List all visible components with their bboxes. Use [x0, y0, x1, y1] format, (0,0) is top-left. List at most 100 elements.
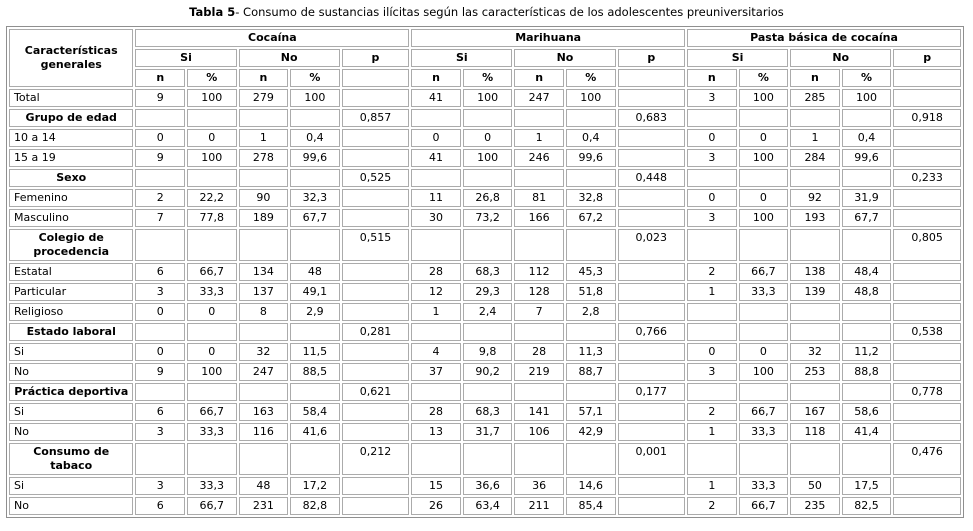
value-cell: 189 [238, 209, 289, 227]
value-cell [187, 109, 237, 127]
value-cell: 14,6 [565, 477, 616, 495]
p-value-cell: 0,538 [893, 323, 961, 341]
value-cell: 279 [238, 89, 289, 107]
header-row-npct: n% n% n% n% n% n% [9, 69, 961, 87]
value-cell [790, 109, 840, 127]
value-cell: 278 [238, 149, 289, 167]
value-cell [687, 169, 737, 187]
value-cell: 0 [738, 189, 789, 207]
p-value-cell: 0,918 [893, 109, 961, 127]
value-cell: 48 [290, 263, 340, 281]
value-cell [565, 443, 616, 475]
p-value-cell: 0,857 [341, 109, 410, 127]
value-cell: 57,1 [565, 403, 616, 421]
value-cell [790, 443, 840, 475]
value-cell: 33,3 [738, 477, 789, 495]
value-cell [514, 443, 564, 475]
value-cell: 100 [187, 363, 237, 381]
p-value-cell: 0,177 [617, 383, 686, 401]
value-cell [411, 443, 461, 475]
value-cell: 90,2 [462, 363, 513, 381]
p-value-cell: 0,476 [893, 443, 961, 475]
value-cell: 0 [187, 343, 237, 361]
value-cell: 1 [687, 477, 737, 495]
value-cell: 3 [687, 209, 737, 227]
value-cell [790, 323, 840, 341]
table-row: Grupo de edad 0,857 0,683 0,918 [9, 109, 961, 127]
row-label: No [9, 363, 134, 381]
value-cell: 41 [411, 149, 461, 167]
p-value-cell [893, 283, 961, 301]
value-cell: 66,7 [738, 263, 789, 281]
table-head: Características generales Cocaína Marihuan… [9, 29, 961, 87]
value-cell: 67,7 [841, 209, 892, 227]
row-label: Si [9, 343, 134, 361]
value-cell [290, 229, 340, 261]
value-cell: 82,8 [290, 497, 340, 515]
p-spacer-cell [893, 69, 961, 87]
table-row: Consumo de tabaco 0,212 0,001 0,476 [9, 443, 961, 475]
n-header: n [687, 69, 737, 87]
p-value-cell [893, 189, 961, 207]
table-row: Práctica deportiva 0,621 0,177 0,778 [9, 383, 961, 401]
value-cell: 88,8 [841, 363, 892, 381]
value-cell: 138 [790, 263, 840, 281]
value-cell [841, 383, 892, 401]
value-cell: 22,2 [187, 189, 237, 207]
p-value-cell [893, 363, 961, 381]
p-value-cell: 0,001 [617, 443, 686, 475]
value-cell: 100 [462, 89, 513, 107]
p-value-cell [893, 423, 961, 441]
value-cell: 6 [135, 403, 186, 421]
value-cell [238, 109, 289, 127]
n-header: n [135, 69, 186, 87]
value-cell: 66,7 [187, 403, 237, 421]
row-label: No [9, 423, 134, 441]
table-row: Colegio de procedencia 0,515 0,023 0,805 [9, 229, 961, 261]
p-value-cell [341, 283, 410, 301]
value-cell: 0 [135, 303, 186, 321]
table-row: No 9 100 247 88,5 37 90,2 219 88,7 3 100 253 88,8 [9, 363, 961, 381]
p-value-cell: 0,766 [617, 323, 686, 341]
table-caption-number: Tabla 5 [189, 5, 236, 19]
value-cell [462, 323, 513, 341]
value-cell: 33,3 [738, 283, 789, 301]
value-cell: 0 [135, 129, 186, 147]
value-cell: 50 [790, 477, 840, 495]
value-cell: 36 [514, 477, 564, 495]
value-cell: 167 [790, 403, 840, 421]
p-value-cell [341, 363, 410, 381]
value-cell [687, 109, 737, 127]
value-cell [290, 443, 340, 475]
category-label: Práctica deportiva [9, 383, 134, 401]
value-cell [135, 229, 186, 261]
value-cell: 30 [411, 209, 461, 227]
value-cell: 28 [514, 343, 564, 361]
p-spacer-cell [617, 69, 686, 87]
value-cell [738, 443, 789, 475]
value-cell: 193 [790, 209, 840, 227]
value-cell: 58,6 [841, 403, 892, 421]
p-value-cell: 0,281 [341, 323, 410, 341]
p-value-cell [617, 263, 686, 281]
value-cell [187, 443, 237, 475]
p-value-cell: 0,212 [341, 443, 410, 475]
value-cell: 100 [565, 89, 616, 107]
value-cell: 6 [135, 263, 186, 281]
value-cell: 99,6 [565, 149, 616, 167]
value-cell [238, 383, 289, 401]
value-cell [514, 383, 564, 401]
p-value-cell [341, 343, 410, 361]
value-cell: 81 [514, 189, 564, 207]
table-row: Estado laboral 0,281 0,766 0,538 [9, 323, 961, 341]
value-cell: 26,8 [462, 189, 513, 207]
value-cell: 29,3 [462, 283, 513, 301]
p-value-cell: 0,233 [893, 169, 961, 187]
pct-header: % [187, 69, 237, 87]
p-value-cell [341, 263, 410, 281]
p-value-cell: 0,621 [341, 383, 410, 401]
value-cell: 66,7 [187, 263, 237, 281]
value-cell [462, 443, 513, 475]
n-header: n [790, 69, 840, 87]
table-row: 10 a 14 0 0 1 0,4 0 0 1 0,4 0 0 1 0,4 [9, 129, 961, 147]
